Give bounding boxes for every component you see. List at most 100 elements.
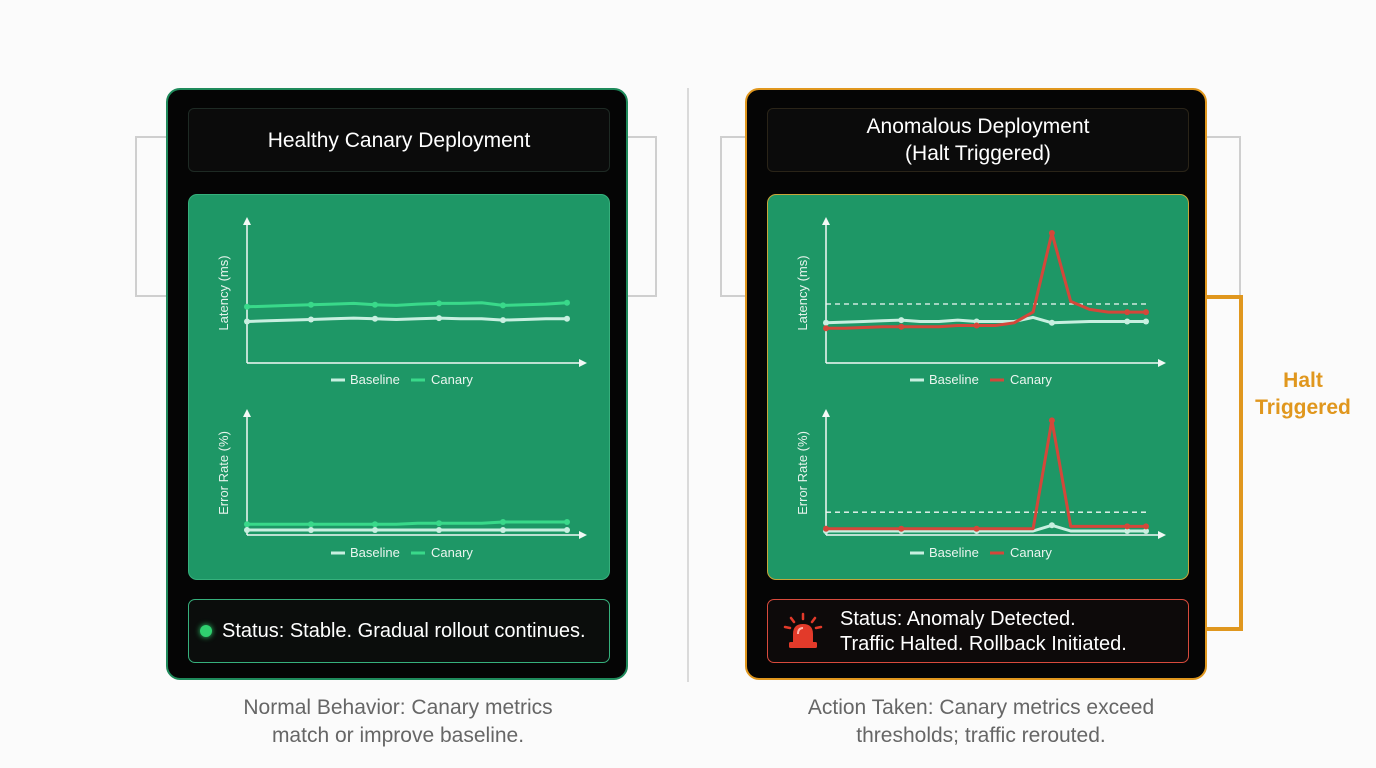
data-point-baseline (500, 527, 506, 533)
data-point-baseline (1124, 318, 1131, 325)
error-ylabel: Error Rate (%) (795, 431, 810, 515)
data-point-canary (823, 525, 829, 532)
data-point-canary (1124, 309, 1131, 316)
data-point-baseline (372, 527, 378, 533)
series-line-canary (246, 301, 568, 309)
data-point-canary (1124, 523, 1131, 530)
data-point-baseline (372, 315, 378, 322)
data-point-baseline (500, 317, 506, 324)
latency-ylabel: Latency (ms) (216, 255, 231, 330)
caption-line1: Normal Behavior: Canary metrics (243, 696, 553, 719)
series-baseline (244, 527, 570, 533)
latency-chart-right: Latency (ms) Baseline Canary (795, 217, 1166, 387)
legend-baseline: Baseline (350, 545, 400, 560)
status-box: Status: Anomaly Detected. Traffic Halted… (767, 599, 1189, 663)
data-point-canary (308, 301, 314, 308)
series-canary (823, 417, 1149, 532)
data-point-baseline (1048, 319, 1055, 326)
legend-canary: Canary (1010, 545, 1052, 560)
series-line-canary (826, 418, 1146, 531)
latency-ylabel: Latency (ms) (795, 255, 810, 330)
data-point-baseline (823, 319, 829, 326)
feedback-line-left-out (607, 136, 657, 301)
legend-baseline: Baseline (929, 372, 979, 387)
error-ylabel: Error Rate (%) (216, 431, 231, 515)
data-point-canary (372, 301, 378, 308)
caption-line2: thresholds; traffic rerouted. (856, 724, 1106, 747)
status-text: Status: Stable. Gradual rollout continue… (222, 620, 586, 642)
latency-chart-left: Latency (ms) Baseline Canary (216, 217, 587, 387)
caption-line2: match or improve baseline. (271, 724, 525, 747)
data-point-canary (436, 300, 442, 307)
legend-baseline: Baseline (350, 372, 400, 387)
series-line-baseline (825, 315, 1146, 325)
status-line2: Traffic Halted. Rollback Initiated. (840, 633, 1127, 655)
legend-baseline: Baseline (929, 545, 979, 560)
data-point-canary (308, 521, 314, 528)
data-point-canary (1048, 230, 1055, 236)
series-canary (823, 230, 1149, 332)
series-line-canary (826, 231, 1146, 330)
data-point-baseline (1048, 522, 1055, 529)
x-axis-arrow-icon (579, 359, 587, 367)
status-text: Status: Anomaly Detected. Traffic Halted… (840, 607, 1127, 657)
y-axis-arrow-icon (243, 217, 251, 225)
data-point-baseline (1143, 318, 1149, 325)
series-baseline (244, 315, 570, 325)
halt-label-line1: Halt (1283, 369, 1323, 392)
data-point-baseline (1143, 528, 1149, 534)
data-point-canary (244, 521, 250, 528)
legend-canary: Canary (431, 372, 473, 387)
series-canary (244, 519, 570, 528)
data-point-canary (500, 519, 506, 525)
data-point-baseline (244, 318, 250, 325)
data-point-baseline (564, 315, 570, 322)
data-point-canary (973, 322, 980, 329)
series-line-baseline (246, 316, 567, 323)
x-axis-arrow-icon (1158, 531, 1166, 539)
caption-line1: Action Taken: Canary metrics exceed (807, 696, 1155, 719)
healthy-panel: Healthy Canary Deployment Latency (ms) B… (166, 88, 628, 680)
halt-triggered-label: Halt Triggered (1250, 367, 1356, 421)
feedback-line-left-in (135, 136, 191, 301)
series-line-baseline (826, 523, 1146, 533)
anomalous-charts: Latency (ms) Baseline Canary Error Rate … (795, 217, 1166, 560)
status-box: Status: Stable. Gradual rollout continue… (188, 599, 610, 663)
y-axis-arrow-icon (822, 409, 830, 417)
data-point-baseline (436, 527, 442, 533)
data-point-canary (564, 299, 570, 306)
data-point-canary (1143, 523, 1149, 530)
data-point-canary (898, 525, 905, 532)
chart-area: Latency (ms) Baseline Canary Error Rate … (188, 194, 610, 580)
data-point-canary (898, 323, 905, 330)
legend-canary: Canary (1010, 372, 1052, 387)
data-point-baseline (244, 527, 250, 533)
data-point-canary (1143, 309, 1149, 316)
series-canary (244, 299, 570, 310)
anomalous-panel: Anomalous Deployment (Halt Triggered) La… (745, 88, 1207, 680)
error-chart-right: Error Rate (%) Baseline Canary (795, 409, 1166, 560)
halt-label-line2: Triggered (1255, 396, 1351, 419)
data-point-canary (823, 325, 829, 332)
data-point-canary (1048, 417, 1055, 424)
healthy-caption: Normal Behavior: Canary metrics match or… (168, 694, 628, 750)
data-point-baseline (1124, 528, 1131, 534)
data-point-baseline (308, 316, 314, 323)
status-line1: Status: Anomaly Detected. (840, 608, 1076, 630)
y-axis-arrow-icon (822, 217, 830, 225)
data-point-canary (500, 302, 506, 309)
data-point-canary (372, 521, 378, 528)
data-point-canary (973, 525, 980, 532)
series-line-canary (247, 520, 567, 526)
panel-title: Healthy Canary Deployment (188, 108, 610, 172)
data-point-baseline (308, 527, 314, 533)
data-point-baseline (898, 317, 905, 324)
data-point-baseline (564, 527, 570, 533)
anomalous-title-line2: (Halt Triggered) (905, 142, 1051, 165)
healthy-title: Healthy Canary Deployment (267, 128, 531, 152)
data-point-canary (564, 519, 570, 525)
legend-canary: Canary (431, 545, 473, 560)
panel-title: Anomalous Deployment (Halt Triggered) (767, 108, 1189, 172)
chart-area: Latency (ms) Baseline Canary Error Rate … (767, 194, 1189, 580)
feedback-line-right-in (720, 136, 770, 301)
